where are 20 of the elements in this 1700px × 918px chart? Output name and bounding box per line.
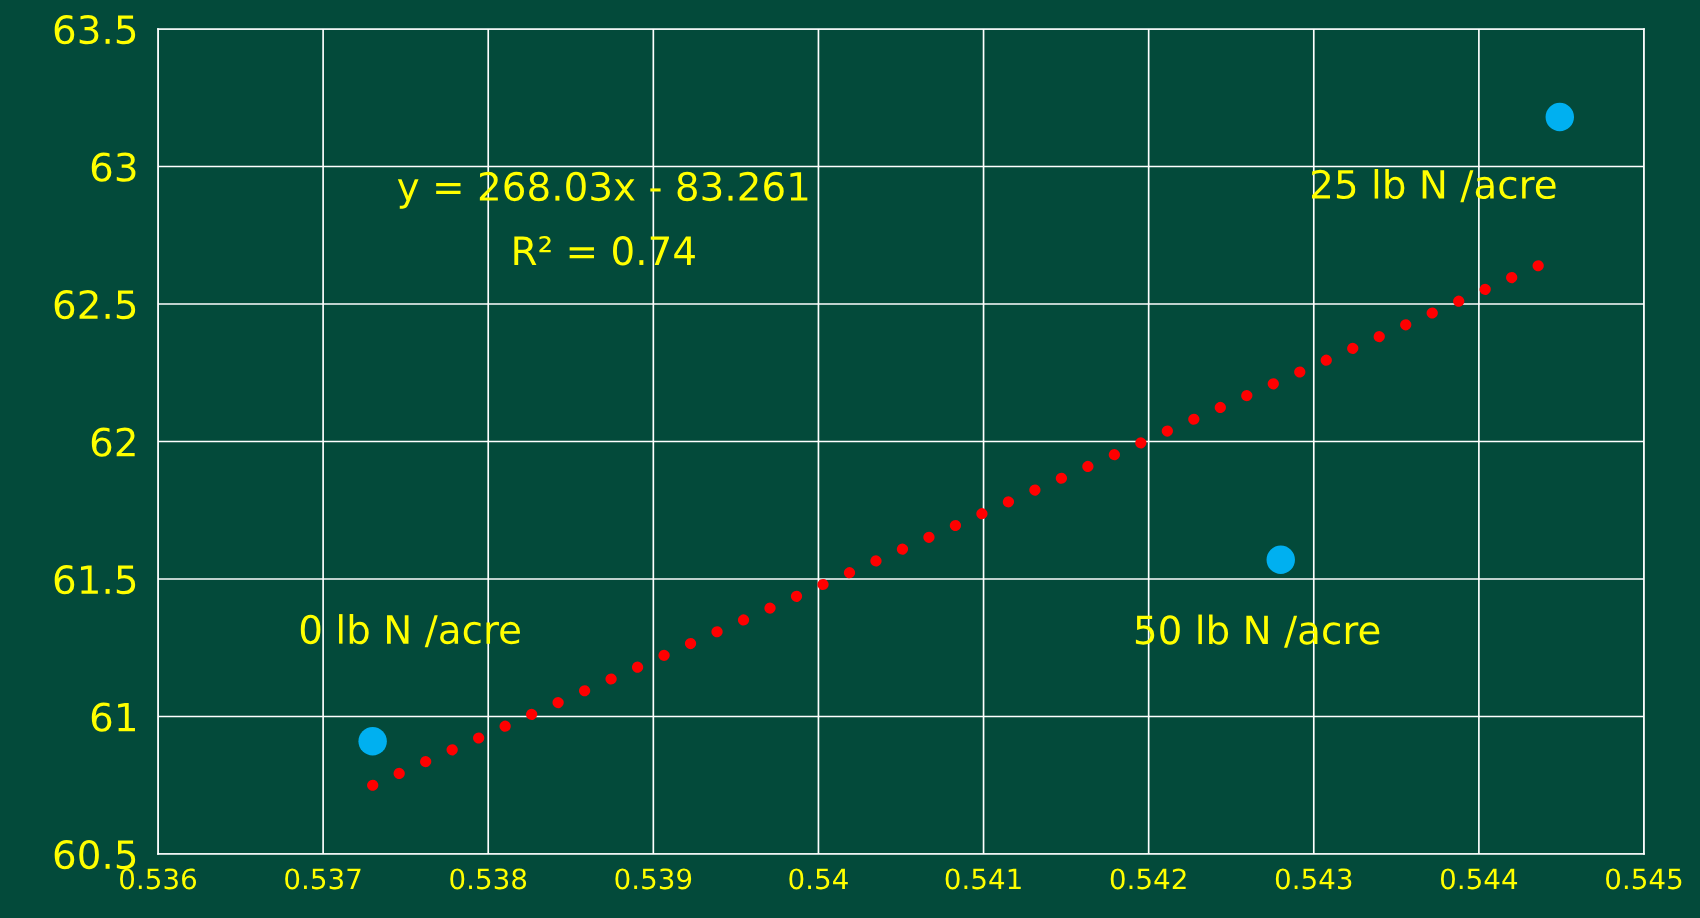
point: [1266, 545, 1295, 574]
x-tick-label: 0.539: [615, 868, 692, 890]
x-tick-label: 0.536: [120, 868, 197, 890]
y-tick-label: 61.5: [54, 564, 136, 595]
point: [358, 727, 387, 756]
x-tick-label: 0.545: [1606, 868, 1682, 890]
x-tick-label: 0.542: [1110, 868, 1186, 890]
x-tick-label: 0.537: [285, 868, 361, 890]
x-tick-label: 0.54: [789, 868, 848, 890]
y-tick-label: 62: [91, 427, 135, 457]
y-tick-label: 61: [91, 702, 135, 732]
x-tick-label: 0.544: [1440, 868, 1518, 890]
y-tick-label: 63: [91, 152, 136, 182]
x-tick-label: 0.543: [1275, 868, 1352, 890]
point: [1545, 102, 1575, 132]
y-tick-label: 62.5: [54, 289, 136, 320]
x-tick-label: 0.541: [945, 868, 1021, 890]
y-tick-label: 63.5: [54, 14, 136, 45]
x-tick-label: 0.538: [450, 868, 527, 890]
y-tick-label: 60.5: [54, 839, 136, 870]
